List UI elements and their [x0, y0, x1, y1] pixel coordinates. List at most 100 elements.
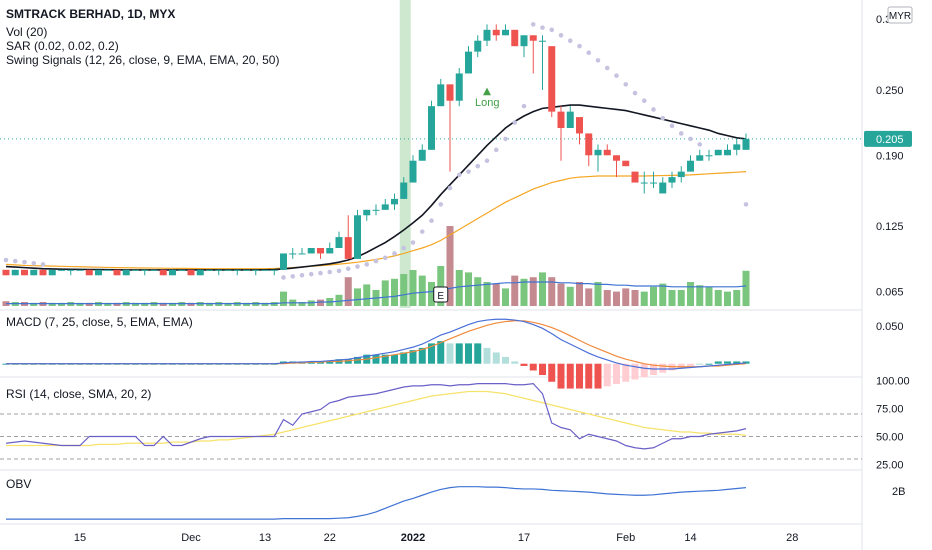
candle[interactable]: [280, 253, 287, 270]
candle[interactable]: [95, 269, 102, 276]
obv-title[interactable]: OBV: [6, 477, 31, 491]
candle[interactable]: [409, 155, 417, 183]
candle[interactable]: [187, 269, 195, 276]
candle[interactable]: [733, 138, 741, 156]
candle[interactable]: [594, 144, 602, 172]
candle[interactable]: [622, 160, 630, 167]
candle[interactable]: [243, 269, 250, 271]
candle[interactable]: [381, 198, 389, 210]
candle[interactable]: [215, 269, 223, 276]
candle[interactable]: [539, 35, 546, 90]
candle[interactable]: [548, 46, 556, 118]
candle[interactable]: [252, 269, 260, 276]
candle[interactable]: [206, 269, 213, 271]
candle[interactable]: [178, 269, 186, 271]
indicator-swing-label[interactable]: Swing Signals (12, 26, close, 9, EMA, EM…: [6, 53, 279, 67]
rsi-title[interactable]: RSI (14, close, SMA, 20, 2): [6, 387, 151, 401]
candle[interactable]: [224, 269, 232, 271]
candle[interactable]: [11, 269, 19, 276]
candle[interactable]: [39, 269, 47, 276]
candle[interactable]: [446, 84, 454, 172]
candle[interactable]: [585, 133, 593, 167]
currency-badge[interactable]: [887, 6, 913, 24]
candle[interactable]: [520, 35, 528, 58]
candle[interactable]: [557, 106, 565, 161]
candle[interactable]: [511, 29, 519, 47]
candle[interactable]: [428, 100, 435, 150]
candle[interactable]: [307, 248, 315, 254]
candle[interactable]: [724, 144, 731, 156]
price-tick-label: 0.125: [876, 221, 904, 233]
candle[interactable]: [289, 248, 297, 259]
candle[interactable]: [196, 269, 204, 276]
candle[interactable]: [696, 149, 704, 161]
x-tick-label: Dec: [181, 532, 201, 544]
candle[interactable]: [317, 248, 324, 259]
volume-bar: [594, 282, 602, 306]
candles-layer[interactable]: Long E: [2, 24, 750, 303]
candle[interactable]: [30, 269, 38, 276]
candle[interactable]: [76, 269, 84, 271]
candle[interactable]: [437, 78, 445, 107]
candle[interactable]: [603, 144, 611, 156]
candle[interactable]: [492, 24, 500, 41]
candle[interactable]: [67, 269, 75, 276]
candle[interactable]: [566, 106, 574, 128]
last-price-badge[interactable]: [864, 130, 912, 147]
candle[interactable]: [344, 215, 352, 259]
candle-body: [622, 160, 630, 167]
candle[interactable]: [529, 35, 537, 74]
candle[interactable]: [326, 242, 334, 254]
candle[interactable]: [122, 269, 130, 276]
candle[interactable]: [2, 269, 10, 276]
candle[interactable]: [474, 35, 482, 58]
candle[interactable]: [687, 155, 694, 172]
candle[interactable]: [465, 46, 472, 74]
candle[interactable]: [150, 269, 158, 271]
candle[interactable]: [363, 209, 371, 221]
candle-body: [206, 269, 213, 271]
candle[interactable]: [169, 269, 176, 276]
candle[interactable]: [613, 155, 620, 178]
candle[interactable]: [58, 269, 65, 271]
candle[interactable]: [650, 171, 657, 188]
sar-dot: [540, 25, 545, 30]
candle[interactable]: [372, 204, 380, 216]
sar-dot: [364, 262, 370, 267]
candle[interactable]: [455, 68, 463, 107]
candle[interactable]: [705, 149, 713, 161]
candle[interactable]: [483, 24, 491, 47]
candle[interactable]: [159, 269, 167, 276]
candle[interactable]: [576, 117, 583, 145]
candle[interactable]: [640, 171, 648, 194]
candle[interactable]: [48, 269, 56, 276]
candle[interactable]: [132, 269, 139, 271]
candle[interactable]: [298, 248, 306, 255]
candle[interactable]: [354, 209, 361, 259]
candle[interactable]: [659, 177, 667, 194]
macd-title[interactable]: MACD (7, 25, close, 5, EMA, EMA): [6, 315, 193, 329]
earnings-badge[interactable]: [433, 286, 449, 303]
candle[interactable]: [233, 269, 241, 276]
candle[interactable]: [391, 193, 398, 210]
candle[interactable]: [502, 24, 509, 36]
candle[interactable]: [400, 177, 408, 199]
candle[interactable]: [21, 269, 28, 276]
candle[interactable]: [141, 269, 149, 276]
candle[interactable]: [418, 144, 426, 161]
candle[interactable]: [714, 149, 722, 156]
symbol-title[interactable]: SMTRACK BERHAD, 1D, MYX: [6, 7, 175, 21]
indicator-sar-label[interactable]: SAR (0.02, 0.02, 0.2): [6, 39, 119, 53]
candle[interactable]: [113, 269, 121, 276]
candle[interactable]: [668, 171, 676, 188]
candle-body: [705, 155, 713, 157]
candle[interactable]: [677, 166, 685, 183]
candle[interactable]: [270, 269, 278, 276]
candle[interactable]: [104, 269, 112, 271]
candle[interactable]: [261, 269, 269, 271]
indicator-vol-label[interactable]: Vol (20): [6, 25, 47, 39]
candle[interactable]: [742, 133, 750, 150]
candle[interactable]: [85, 269, 93, 276]
candle[interactable]: [631, 171, 639, 183]
candle[interactable]: [335, 231, 343, 248]
